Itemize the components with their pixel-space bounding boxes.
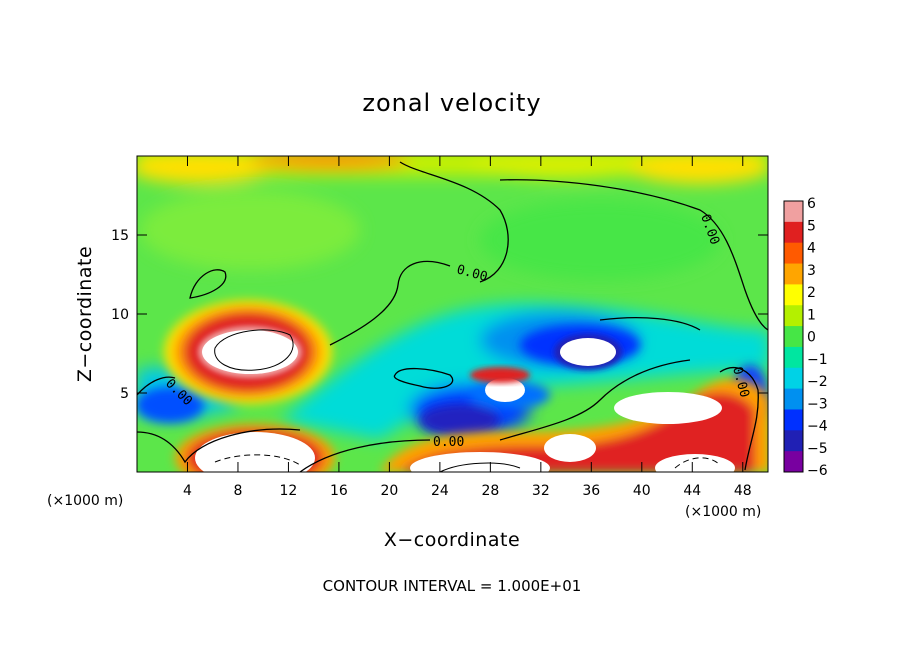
x-tick-label: 4 <box>183 483 192 499</box>
colorbar-tick-label: 2 <box>807 285 816 301</box>
colorbar-swatch <box>784 305 803 327</box>
inner-contours <box>214 329 521 473</box>
x-axis-label: X−coordinate <box>384 529 520 551</box>
x-tick-label: 40 <box>633 483 651 499</box>
x-unit-left: (×1000 m) <box>47 493 123 509</box>
colorbar-swatch <box>784 326 803 348</box>
colorbar-swatch <box>784 242 803 265</box>
colorbar-swatch <box>784 451 803 473</box>
y-tick-label: 10 <box>111 307 129 323</box>
colorbar-tick-label: 4 <box>807 241 816 257</box>
x-tick-label: 36 <box>582 483 600 499</box>
colorbar-frame <box>783 200 804 473</box>
colorbar-swatch <box>784 430 803 452</box>
velocity-field <box>137 156 768 472</box>
x-tick-label: 24 <box>431 483 449 499</box>
colorbar-tick-label: 1 <box>807 307 816 323</box>
x-unit-right: (×1000 m) <box>685 504 761 520</box>
colorbar-tick-label: 6 <box>807 196 816 212</box>
colorbar-swatch <box>784 346 803 369</box>
colorbar-tick-label: 5 <box>807 218 816 234</box>
colorbar-swatch <box>784 263 803 285</box>
colorbar-tick-label: −5 <box>807 441 828 457</box>
x-tick-label: 16 <box>330 483 348 499</box>
colorbar-tick-label: −6 <box>807 463 828 479</box>
colorbar: 6 5 4 3 2 1 0 −1 −2 −3 −4 −5 −6 <box>783 196 828 479</box>
dashed-contours <box>214 454 721 469</box>
chart-title: zonal velocity <box>362 89 541 117</box>
contour-interval-note: CONTOUR INTERVAL = 1.000E+01 <box>323 577 582 595</box>
x-tick-label: 8 <box>233 483 242 499</box>
colorbar-tick-label: −1 <box>807 352 828 368</box>
x-tick-label: 32 <box>532 483 550 499</box>
colorbar-swatch <box>784 367 803 390</box>
contour-label: 0.00 <box>433 435 464 450</box>
x-tick-label: 44 <box>683 483 701 499</box>
y-axis: 5 10 15 <box>111 228 768 402</box>
y-axis-label: Z−coordinate <box>74 246 96 382</box>
colorbar-tick-label: 0 <box>807 330 816 346</box>
colorbar-swatch <box>784 221 803 244</box>
colorbar-tick-label: 3 <box>807 263 816 279</box>
colorbar-tick-label: −2 <box>807 374 828 390</box>
x-tick-label: 48 <box>734 483 752 499</box>
colorbar-swatch <box>784 388 803 410</box>
x-tick-label: 20 <box>380 483 398 499</box>
colorbar-swatch <box>784 201 803 223</box>
x-axis: 4 8 12 16 20 24 28 32 36 40 44 48 <box>183 156 752 499</box>
y-tick-label: 5 <box>120 386 129 402</box>
colorbar-tick-label: −4 <box>807 419 828 435</box>
colorbar-swatch <box>784 284 803 306</box>
x-tick-label: 28 <box>481 483 499 499</box>
contour-lines <box>137 161 768 472</box>
x-tick-label: 12 <box>280 483 298 499</box>
y-tick-label: 15 <box>111 228 129 244</box>
colorbar-swatch <box>784 409 803 431</box>
colorbar-tick-label: −3 <box>807 396 828 412</box>
